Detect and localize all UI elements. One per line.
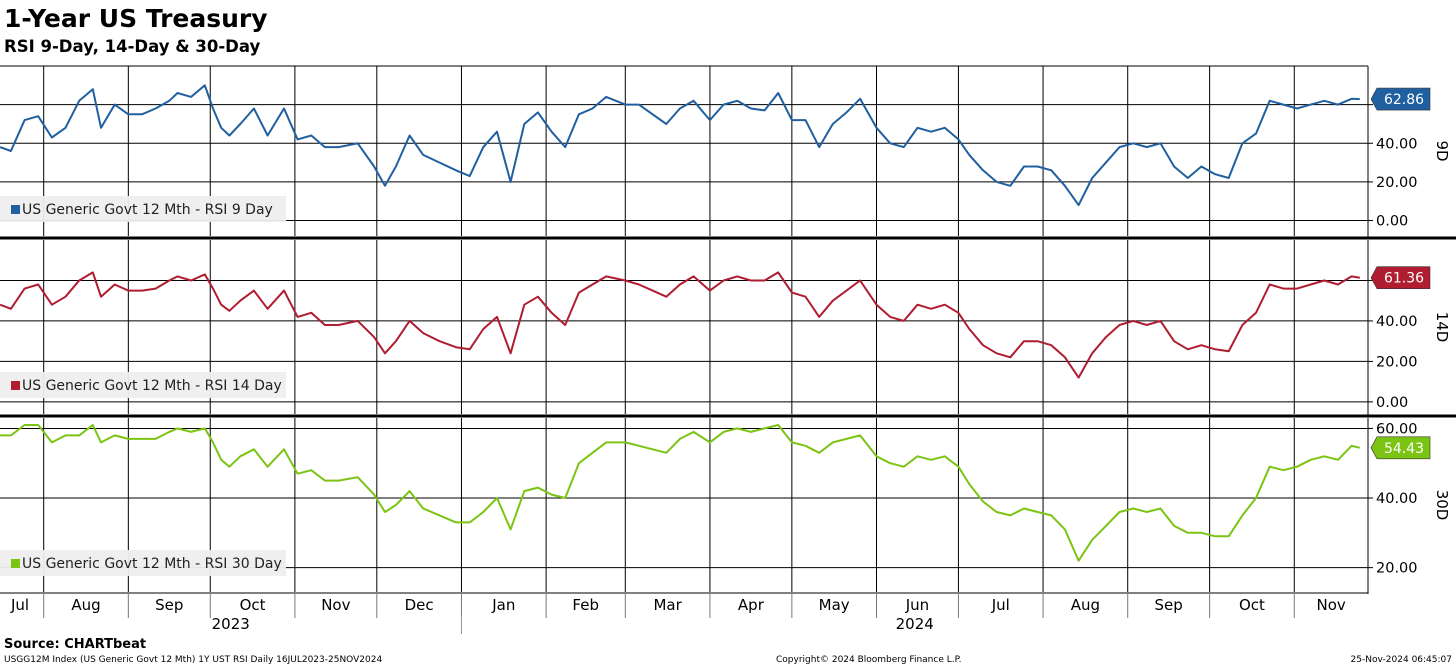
legend-swatch-9d xyxy=(11,205,20,214)
legend-swatch-30d xyxy=(11,559,20,568)
tick-label-30d-1: 40.00 xyxy=(1376,491,1418,507)
month-label-11: Jun xyxy=(905,596,929,614)
x-axis: Jul Aug Sep Oct Nov Dec Jan Feb Mar Apr May Jun Jul A… xyxy=(10,593,1346,634)
year-label-2023: 2023 xyxy=(212,615,250,633)
legend-text-14d: US Generic Govt 12 Mth - RSI 14 Day xyxy=(22,378,282,394)
tick-label-30d-2: 60.00 xyxy=(1376,421,1418,437)
grid-layer xyxy=(0,66,1368,592)
month-label-10: May xyxy=(819,596,850,614)
panel-decorations: 0.00 20.00 40.00 9D 62.86 US Generic Govt 12 … xyxy=(0,65,1456,594)
month-label-7: Feb xyxy=(572,596,599,614)
tick-label-30d-0: 20.00 xyxy=(1376,561,1418,577)
chart-subtitle: RSI 9-Day, 14-Day & 30-Day xyxy=(4,37,261,56)
month-label-12: Jul xyxy=(991,596,1010,614)
month-label-1: Aug xyxy=(71,596,100,614)
series-line-30d xyxy=(0,424,1361,562)
last-value-text-9d: 62.86 xyxy=(1384,92,1424,108)
month-label-4: Nov xyxy=(321,596,350,614)
legend-swatch-14d xyxy=(11,381,20,390)
last-value-badge-30d xyxy=(1370,436,1431,460)
year-label-2024: 2024 xyxy=(896,615,934,633)
month-label-3: Oct xyxy=(240,596,266,614)
tick-label-14d-1: 20.00 xyxy=(1376,354,1418,370)
series-layer xyxy=(0,84,1361,562)
legend-box-14d xyxy=(0,372,286,398)
last-value-text-14d: 61.36 xyxy=(1384,271,1424,287)
month-label-2: Sep xyxy=(155,596,183,614)
tick-label-9d-0: 0.00 xyxy=(1376,214,1408,230)
month-label-0: Jul xyxy=(10,596,29,614)
month-label-5: Dec xyxy=(405,596,434,614)
month-label-13: Aug xyxy=(1071,596,1100,614)
footer-index-info: USGG12M Index (US Generic Govt 12 Mth) 1… xyxy=(4,655,382,665)
series-line-14d xyxy=(0,271,1360,379)
tick-label-14d-2: 40.00 xyxy=(1376,314,1418,330)
source-label: Source: CHARTbeat xyxy=(4,637,146,652)
panel-label-9d: 9D xyxy=(1433,140,1451,161)
month-label-9: Apr xyxy=(738,596,765,614)
tick-label-14d-0: 0.00 xyxy=(1376,395,1408,411)
legend-text-9d: US Generic Govt 12 Mth - RSI 9 Day xyxy=(22,202,273,218)
tick-label-9d-2: 40.00 xyxy=(1376,136,1418,152)
month-label-8: Mar xyxy=(653,596,682,614)
last-value-text-30d: 54.43 xyxy=(1384,441,1424,457)
series-line-9d xyxy=(0,84,1360,207)
last-value-badge-9d xyxy=(1370,87,1431,111)
footer-copyright: Copyright© 2024 Bloomberg Finance L.P. xyxy=(776,655,961,665)
tick-label-9d-1: 20.00 xyxy=(1376,175,1418,191)
panel-label-14d: 14D xyxy=(1433,312,1451,343)
month-label-15: Oct xyxy=(1239,596,1265,614)
footer-timestamp: 25-Nov-2024 06:45:07 xyxy=(1351,655,1452,665)
legend-box-9d xyxy=(0,196,286,222)
month-label-14: Sep xyxy=(1155,596,1183,614)
panel-label-30d: 30D xyxy=(1433,490,1451,521)
last-value-badge-14d xyxy=(1370,266,1431,290)
chart-title: 1-Year US Treasury xyxy=(4,4,268,33)
legend-text-30d: US Generic Govt 12 Mth - RSI 30 Day xyxy=(22,556,282,572)
month-label-6: Jan xyxy=(491,596,515,614)
legend-box-30d xyxy=(0,550,286,576)
month-label-16: Nov xyxy=(1316,596,1345,614)
